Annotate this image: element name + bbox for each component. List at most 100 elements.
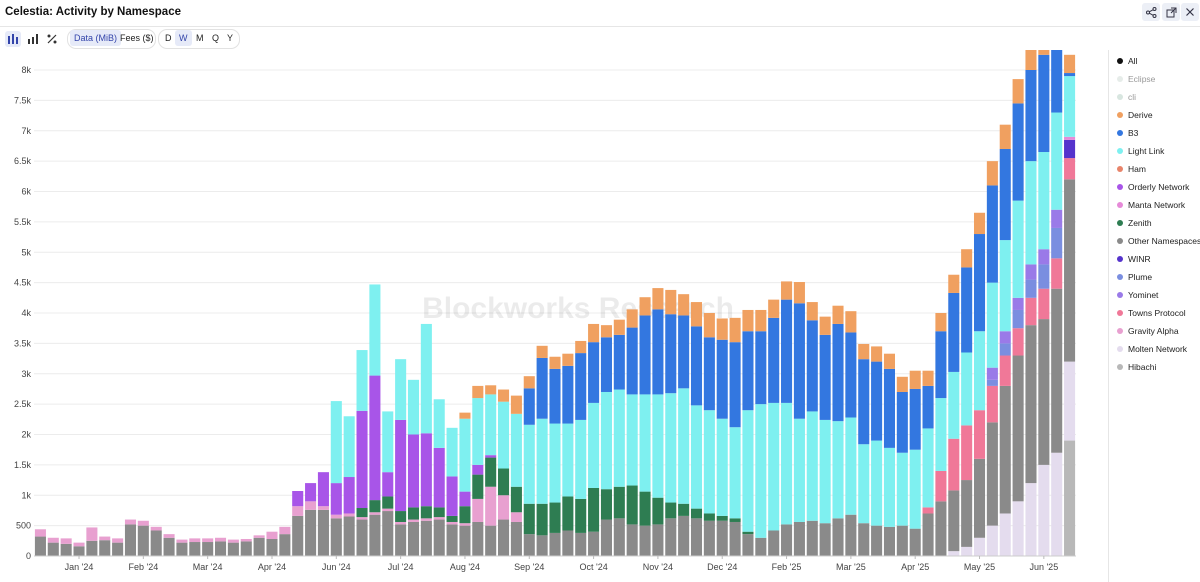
bar-segment-towns-protocol[interactable] <box>986 385 998 423</box>
bar-segment-gravity-alpha[interactable] <box>356 517 368 520</box>
bar-segment-b3[interactable] <box>793 303 805 419</box>
tab-period-m[interactable]: M <box>196 33 204 43</box>
bar-segment-other-namespaces[interactable] <box>510 521 522 556</box>
bar-segment-towns-protocol[interactable] <box>1012 328 1024 356</box>
bar-segment-zenith[interactable] <box>446 515 458 522</box>
bar-segment-derive[interactable] <box>793 282 805 304</box>
bar-segment-other-namespaces[interactable] <box>150 530 162 556</box>
bar-segment-derive[interactable] <box>973 212 986 235</box>
bar-segment-other-namespaces[interactable] <box>407 521 420 556</box>
bar-segment-zenith[interactable] <box>536 503 548 536</box>
bar-segment-gravity-alpha[interactable] <box>382 508 394 512</box>
bar-segment-towns-protocol[interactable] <box>922 507 934 514</box>
bar-segment-other-namespaces[interactable] <box>1025 325 1037 484</box>
bar-segment-b3[interactable] <box>523 388 535 425</box>
bar-segment-zenith[interactable] <box>588 487 600 532</box>
bar-segment-b3[interactable] <box>1038 54 1050 153</box>
bar-segment-gravity-alpha[interactable] <box>202 538 214 543</box>
bar-segment-towns-protocol[interactable] <box>973 410 986 459</box>
bar-segment-light-link[interactable] <box>755 404 767 538</box>
bar-segment-other-namespaces[interactable] <box>279 534 291 556</box>
bar-segment-gravity-alpha[interactable] <box>472 498 484 522</box>
bar-segment-other-namespaces[interactable] <box>369 514 381 556</box>
bar-segment-gravity-alpha[interactable] <box>137 520 149 526</box>
bar-segment-plume[interactable] <box>986 379 998 386</box>
bar-segment-zenith[interactable] <box>420 506 432 519</box>
bar-segment-b3[interactable] <box>871 361 883 441</box>
tab-data-mib[interactable]: Data (MiB) <box>70 30 122 46</box>
bar-segment-other-namespaces[interactable] <box>742 534 754 556</box>
bar-segment-zenith[interactable] <box>652 497 664 525</box>
bar-segment-other-namespaces[interactable] <box>871 525 883 557</box>
bar-segment-light-link[interactable] <box>446 427 458 477</box>
bar-segment-light-link[interactable] <box>871 440 883 526</box>
bar-segment-light-link[interactable] <box>1012 200 1024 298</box>
bar-segment-other-namespaces[interactable] <box>935 501 947 556</box>
bar-segment-orderly-network[interactable] <box>446 476 458 516</box>
bar-segment-gravity-alpha[interactable] <box>60 538 72 544</box>
bar-segment-derive[interactable] <box>690 302 703 327</box>
bar-segment-b3[interactable] <box>883 368 895 448</box>
legend-item-hibachi[interactable]: Hibachi <box>1117 360 1156 374</box>
bar-segment-light-link[interactable] <box>575 419 587 499</box>
bar-segment-molten-network[interactable] <box>1064 361 1076 441</box>
bar-segment-light-link[interactable] <box>781 402 793 525</box>
bar-segment-gravity-alpha[interactable] <box>163 534 175 538</box>
bar-segment-other-namespaces[interactable] <box>626 524 638 556</box>
bar-segment-yominet[interactable] <box>1012 297 1024 310</box>
bar-segment-molten-network[interactable] <box>948 551 960 556</box>
bar-segment-other-namespaces[interactable] <box>137 525 149 557</box>
bar-segment-derive[interactable] <box>459 412 471 419</box>
bar-segment-b3[interactable] <box>1012 103 1024 201</box>
bar-segment-light-link[interactable] <box>395 359 407 420</box>
bar-segment-b3[interactable] <box>729 342 741 428</box>
bar-segment-orderly-network[interactable] <box>433 447 445 508</box>
bar-segment-other-namespaces[interactable] <box>227 542 239 556</box>
bar-segment-zenith[interactable] <box>472 474 484 499</box>
bar-segment-other-namespaces[interactable] <box>1064 179 1076 362</box>
bar-segment-light-link[interactable] <box>832 421 844 519</box>
bar-segment-yominet[interactable] <box>999 331 1011 344</box>
bar-segment-other-namespaces[interactable] <box>420 520 432 556</box>
bar-segment-other-namespaces[interactable] <box>34 536 46 556</box>
bar-segment-gravity-alpha[interactable] <box>317 506 329 510</box>
bar-segment-b3[interactable] <box>600 337 612 392</box>
bar-segment-light-link[interactable] <box>858 444 870 524</box>
bar-segment-zenith[interactable] <box>600 489 612 520</box>
bar-segment-gravity-alpha[interactable] <box>395 521 407 525</box>
bar-segment-other-namespaces[interactable] <box>652 524 664 556</box>
bar-segment-derive[interactable] <box>986 161 998 186</box>
bar-segment-other-namespaces[interactable] <box>472 521 484 556</box>
bar-segment-b3[interactable] <box>639 315 651 395</box>
bar-segment-other-namespaces[interactable] <box>382 511 394 556</box>
bar-segment-other-namespaces[interactable] <box>613 518 625 556</box>
bar-segment-gravity-alpha[interactable] <box>47 537 59 543</box>
bar-segment-light-link[interactable] <box>999 240 1011 332</box>
bar-segment-hibachi[interactable] <box>1064 440 1076 556</box>
bar-segment-light-link[interactable] <box>536 418 548 504</box>
bar-segment-other-namespaces[interactable] <box>343 516 355 556</box>
bar-segment-other-namespaces[interactable] <box>305 509 317 556</box>
bar-segment-derive[interactable] <box>716 318 728 340</box>
bar-segment-zenith[interactable] <box>703 513 715 521</box>
bar-segment-b3[interactable] <box>1025 70 1037 162</box>
bar-segment-b3[interactable] <box>948 292 960 372</box>
bar-segment-light-link[interactable] <box>562 423 574 497</box>
bar-segment-light-link[interactable] <box>420 323 432 434</box>
bar-segment-light-link[interactable] <box>1051 112 1063 210</box>
bar-segment-orderly-network[interactable] <box>382 472 394 497</box>
bar-segment-light-link[interactable] <box>703 410 715 514</box>
bar-segment-b3[interactable] <box>896 391 908 453</box>
bar-segment-derive[interactable] <box>755 309 767 332</box>
bar-segment-towns-protocol[interactable] <box>1051 258 1063 289</box>
legend-item-other-namespaces[interactable]: Other Namespaces <box>1117 234 1200 248</box>
bar-segment-other-namespaces[interactable] <box>883 526 895 556</box>
bar-segment-gravity-alpha[interactable] <box>215 537 227 542</box>
bar-segment-derive[interactable] <box>588 323 600 343</box>
bar-segment-orderly-network[interactable] <box>485 455 497 458</box>
bar-segment-gravity-alpha[interactable] <box>34 529 46 537</box>
bar-segment-light-link[interactable] <box>498 401 510 469</box>
bar-segment-zenith[interactable] <box>498 468 510 496</box>
stacked-bar-button[interactable] <box>25 31 41 47</box>
bar-segment-gravity-alpha[interactable] <box>124 519 137 525</box>
